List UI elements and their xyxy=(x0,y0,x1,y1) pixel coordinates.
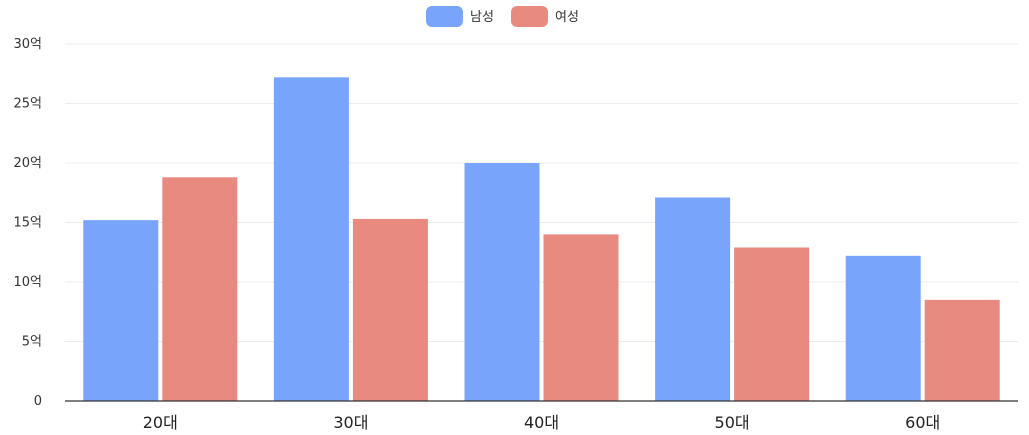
x-tick-label: 60대 xyxy=(905,413,940,432)
bars xyxy=(83,77,1000,401)
legend-swatch xyxy=(511,6,548,27)
legend[interactable]: 남성 여성 xyxy=(426,6,579,27)
legend-item-female[interactable]: 여성 xyxy=(511,6,579,27)
bar-female[interactable] xyxy=(734,247,810,401)
y-tick-label: 25억 xyxy=(13,97,42,112)
x-tick-label: 50대 xyxy=(715,413,750,432)
bar-male[interactable] xyxy=(464,163,540,401)
y-tick-label: 20억 xyxy=(13,156,42,171)
x-tick-label: 40대 xyxy=(524,413,559,432)
bar-female[interactable] xyxy=(924,299,1000,401)
y-tick-label: 0 xyxy=(34,394,42,409)
y-axis-ticks: 0 5억 10억 15억 20억 25억 30억 xyxy=(13,37,42,409)
x-tick-label: 20대 xyxy=(143,413,178,432)
legend-item-male[interactable]: 남성 xyxy=(426,6,494,27)
legend-swatch xyxy=(426,6,463,27)
y-tick-label: 10억 xyxy=(13,275,42,290)
bar-male[interactable] xyxy=(845,255,921,401)
legend-label: 여성 xyxy=(555,10,579,25)
x-axis-ticks: 20대 30대 40대 50대 60대 xyxy=(143,413,940,432)
bar-male[interactable] xyxy=(273,77,349,401)
y-tick-label: 5억 xyxy=(22,335,42,350)
bar-male[interactable] xyxy=(83,220,159,401)
y-tick-label: 15억 xyxy=(13,216,42,231)
y-tick-label: 30억 xyxy=(13,37,42,52)
bar-female[interactable] xyxy=(162,177,238,401)
legend-label: 남성 xyxy=(470,10,494,25)
x-tick-label: 30대 xyxy=(333,413,368,432)
bar-female[interactable] xyxy=(352,218,428,401)
bar-male[interactable] xyxy=(655,197,731,401)
bar-female[interactable] xyxy=(543,234,619,401)
